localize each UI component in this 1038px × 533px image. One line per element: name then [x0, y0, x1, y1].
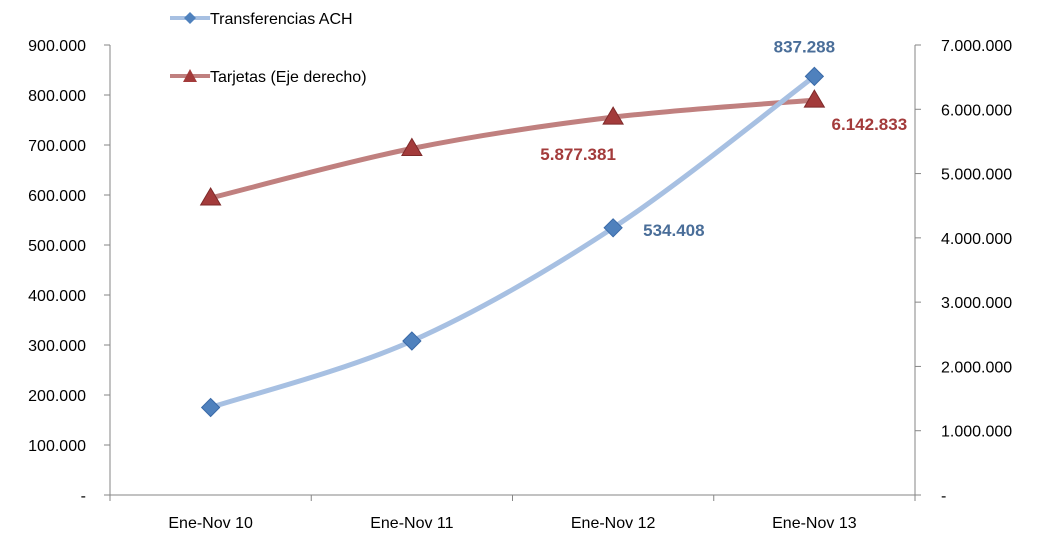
- series-line-tarjetas: [208, 97, 817, 201]
- left-tick-label: 500.000: [28, 238, 86, 255]
- tarjetas-data-label: 6.142.833: [832, 115, 908, 134]
- legend-item-ach: Transferencias ACH: [170, 11, 353, 28]
- right-tick-label: 3.000.000: [941, 295, 1012, 312]
- right-tick-label: -: [941, 488, 946, 505]
- tarjetas-point-marker: [199, 187, 222, 206]
- right-tick-label: 2.000.000: [941, 359, 1012, 376]
- tarjetas-point-marker: [803, 89, 826, 108]
- series-markers: [199, 66, 826, 418]
- category-label: Ene-Nov 13: [772, 515, 857, 532]
- legend-label-tarjetas: Tarjetas (Eje derecho): [210, 69, 367, 86]
- left-tick-label: 600.000: [28, 188, 86, 205]
- left-tick-label: 200.000: [28, 388, 86, 405]
- tarjetas-point-marker: [602, 106, 624, 125]
- legend-marker-tarjetas: [183, 69, 197, 82]
- left-axis-ticks: - 100.000 200.000 300.000 400.000 500.000 600.…: [28, 38, 110, 505]
- left-tick-label: 400.000: [28, 288, 86, 305]
- ach-point-marker: [402, 331, 422, 351]
- legend-item-tarjetas: Tarjetas (Eje derecho): [170, 69, 367, 86]
- right-tick-label: 4.000.000: [941, 231, 1012, 248]
- ach-data-label: 534.408: [643, 221, 704, 240]
- legend-marker-ach: [184, 12, 196, 24]
- right-axis-ticks: - 1.000.000 2.000.000 3.000.000 4.000.000 5.0…: [915, 38, 1012, 505]
- left-tick-label: 300.000: [28, 338, 86, 355]
- series-lines: [208, 73, 817, 410]
- data-labels: 534.408 837.288 5.877.381 6.142.833: [540, 37, 907, 239]
- right-tick-label: 6.000.000: [941, 102, 1012, 119]
- tarjetas-point-marker: [401, 137, 423, 156]
- legend: Transferencias ACH Tarjetas (Eje derecho…: [170, 11, 367, 86]
- right-tick-label: 7.000.000: [941, 38, 1012, 55]
- legend-label-ach: Transferencias ACH: [210, 11, 353, 28]
- category-labels: Ene-Nov 10 Ene-Nov 11 Ene-Nov 12 Ene-Nov 13: [168, 515, 856, 532]
- left-tick-label: -: [81, 488, 86, 505]
- left-tick-label: 900.000: [28, 38, 86, 55]
- left-tick-label: 100.000: [28, 438, 86, 455]
- right-tick-label: 1.000.000: [941, 424, 1012, 441]
- ach-point-marker: [603, 218, 623, 238]
- ach-point-marker: [200, 397, 221, 418]
- left-tick-label: 700.000: [28, 138, 86, 155]
- ach-data-label: 837.288: [774, 37, 835, 56]
- category-label: Ene-Nov 11: [370, 515, 453, 532]
- category-label: Ene-Nov 12: [571, 515, 656, 532]
- axes: [109, 45, 916, 501]
- right-tick-label: 5.000.000: [941, 167, 1012, 184]
- left-tick-label: 800.000: [28, 88, 86, 105]
- tarjetas-data-label: 5.877.381: [540, 145, 616, 164]
- series-line-ach: [208, 73, 817, 410]
- ach-point-marker: [804, 66, 825, 87]
- category-label: Ene-Nov 10: [168, 515, 253, 532]
